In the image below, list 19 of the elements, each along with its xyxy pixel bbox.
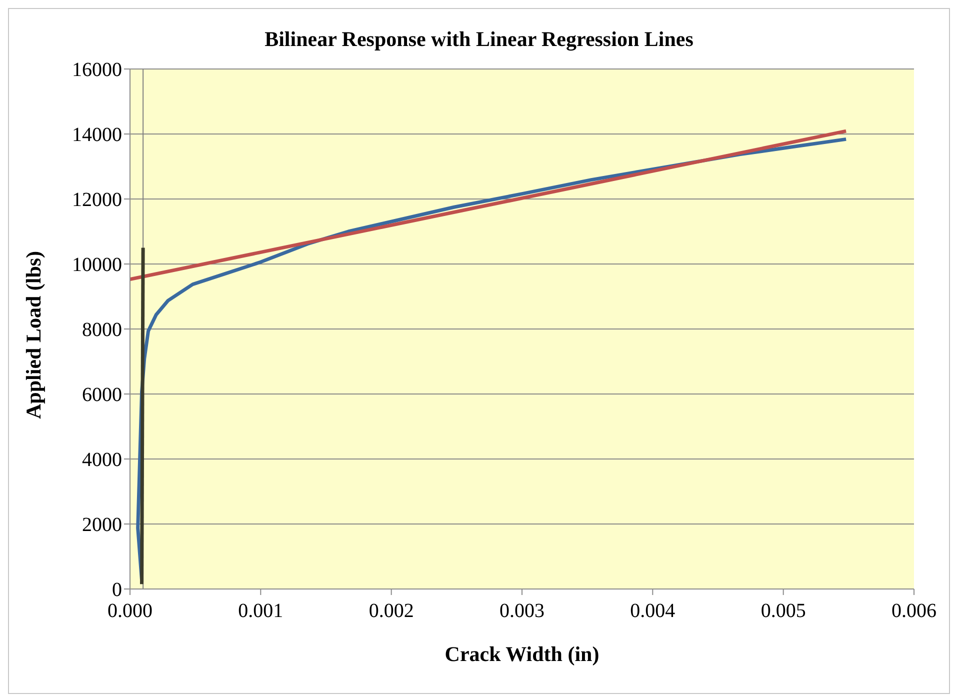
y-axis-title: Applied Load (lbs) (21, 250, 46, 419)
x-tick-label: 0.003 (500, 600, 544, 622)
y-tick-label: 12000 (72, 189, 122, 212)
y-tick-label: 8000 (82, 319, 122, 342)
x-tick-label: 0.006 (892, 600, 936, 622)
y-tick-label: 6000 (82, 384, 122, 406)
y-tick-label: 0 (112, 579, 122, 602)
y-tick-label: 14000 (72, 124, 122, 146)
y-tick-label: 16000 (72, 59, 122, 82)
x-tick-label: 0.001 (238, 600, 284, 622)
x-tick-label: 0.002 (368, 600, 414, 622)
x-tick-label: 0.004 (630, 600, 676, 622)
y-tick-label: 2000 (82, 514, 122, 536)
y-tick-label: 4000 (82, 449, 122, 472)
x-axis-title: Crack Width (in) (444, 642, 600, 666)
x-tick-label: 0.005 (760, 600, 806, 622)
chart-title: Bilinear Response with Linear Regression Lines (264, 27, 694, 53)
x-tick-label: 0.000 (108, 600, 152, 622)
y-tick-label: 10000 (72, 254, 122, 276)
